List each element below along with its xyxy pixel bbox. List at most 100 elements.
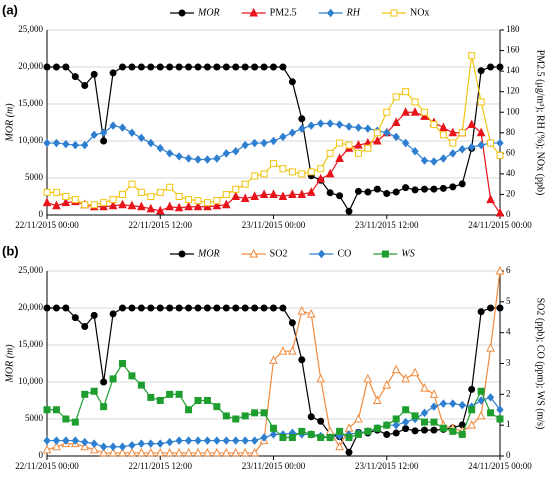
marker (178, 250, 186, 258)
marker (174, 202, 184, 212)
marker (109, 310, 117, 318)
marker (288, 78, 296, 86)
marker (326, 8, 335, 18)
marker (496, 63, 504, 71)
marker (402, 88, 410, 96)
marker (279, 304, 287, 312)
y2-tick-label: 0 (506, 209, 511, 219)
marker (260, 409, 268, 417)
marker (316, 373, 325, 383)
marker (288, 189, 297, 198)
marker (137, 63, 145, 71)
marker (439, 399, 448, 408)
marker (62, 139, 70, 149)
marker (420, 408, 429, 418)
marker (100, 199, 108, 207)
marker (298, 356, 306, 364)
marker (259, 189, 269, 198)
series-line (47, 55, 501, 206)
marker (364, 144, 372, 152)
marker (52, 63, 60, 71)
marker (52, 200, 61, 210)
marker (486, 194, 495, 204)
y-tick-label: 0 (39, 209, 44, 219)
marker (336, 139, 344, 147)
marker (128, 128, 136, 138)
marker (279, 132, 287, 142)
marker (43, 304, 51, 312)
marker (184, 154, 193, 163)
marker (345, 122, 353, 131)
marker (128, 63, 136, 71)
marker (156, 439, 164, 448)
marker (42, 444, 52, 454)
marker (43, 138, 51, 148)
marker (155, 447, 165, 457)
marker (213, 436, 221, 445)
marker (194, 63, 202, 71)
marker (467, 119, 476, 129)
y-tick-label: 5000 (25, 413, 44, 423)
marker (241, 304, 249, 312)
marker (390, 9, 398, 17)
marker (392, 188, 400, 196)
marker (156, 397, 164, 404)
marker (62, 63, 70, 71)
marker (119, 304, 126, 312)
marker (99, 128, 108, 138)
marker (212, 447, 222, 457)
marker (439, 131, 447, 139)
marker (81, 323, 89, 330)
marker (316, 173, 325, 183)
marker (213, 197, 221, 205)
marker (222, 412, 230, 420)
marker (155, 205, 165, 215)
y2-tick-label: 100 (506, 106, 520, 116)
x-tick-label: 23/11/2015 12:00 (355, 461, 419, 471)
marker (288, 434, 296, 441)
marker (288, 128, 297, 138)
marker (203, 447, 212, 457)
y2-tick-label: 5 (506, 296, 511, 306)
marker (364, 427, 372, 435)
y-tick-label: 15,000 (18, 339, 43, 349)
marker (449, 183, 457, 191)
marker (391, 364, 401, 374)
marker (166, 390, 174, 398)
marker (496, 151, 504, 159)
marker (468, 52, 476, 60)
marker (146, 447, 156, 457)
y-tick-label: 10,000 (18, 135, 43, 145)
marker (156, 304, 164, 312)
y-axis-label: MOR (m) (4, 344, 15, 384)
marker (222, 149, 230, 158)
marker (90, 439, 98, 448)
marker (185, 63, 193, 71)
marker (401, 138, 410, 148)
marker (487, 139, 495, 147)
marker (270, 304, 277, 312)
marker (392, 429, 400, 437)
marker (166, 149, 174, 158)
marker (118, 442, 127, 452)
marker (354, 139, 363, 149)
marker (194, 155, 202, 164)
marker (62, 304, 70, 312)
panel-label: (b) (2, 243, 19, 258)
legend-label: CO (337, 248, 351, 259)
marker (175, 193, 183, 200)
marker (317, 165, 325, 173)
y-tick-label: 25,000 (18, 24, 43, 34)
marker (373, 185, 381, 193)
x-tick-label: 23/11/2015 00:00 (242, 461, 306, 471)
marker (420, 111, 429, 120)
marker (270, 424, 277, 432)
marker (166, 183, 174, 191)
marker (166, 304, 174, 312)
marker (222, 447, 231, 457)
marker (468, 406, 476, 414)
marker (411, 412, 419, 420)
marker (326, 149, 334, 157)
marker (260, 170, 268, 178)
marker (345, 448, 353, 456)
